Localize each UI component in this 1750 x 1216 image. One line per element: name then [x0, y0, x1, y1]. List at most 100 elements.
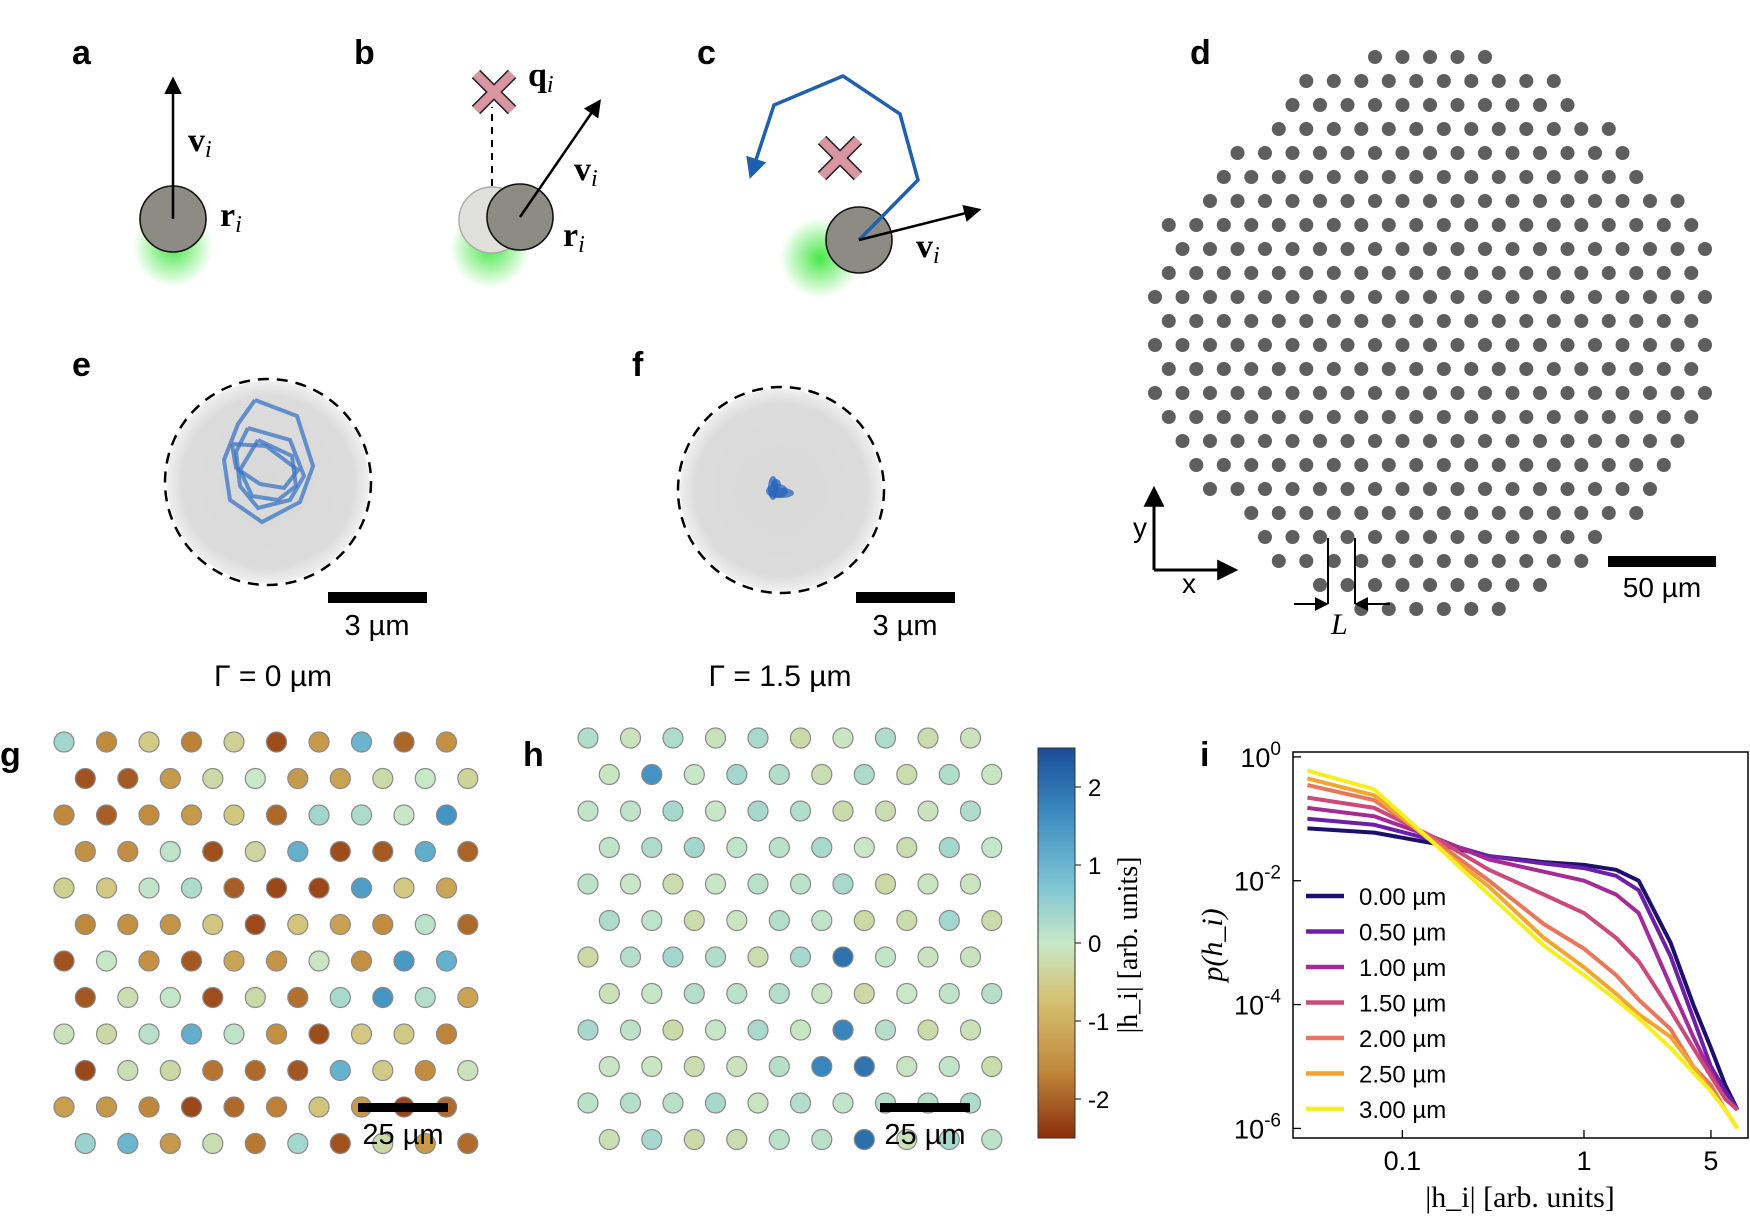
colored-particle [435, 950, 458, 972]
colored-particle [619, 1092, 642, 1114]
trajectory-path [746, 74, 920, 242]
colloid-particle [1285, 386, 1300, 400]
colored-particle [308, 804, 330, 826]
colloid-particle [1326, 410, 1341, 424]
colored-particle [138, 950, 160, 972]
panel-letter-c: c [697, 34, 716, 72]
colored-particle [726, 763, 748, 786]
panel-a: a vi ri [72, 34, 242, 287]
velocity-arrow [518, 99, 601, 218]
colored-particle [350, 731, 373, 753]
colloid-particle [1326, 218, 1341, 232]
colloid-particle [1629, 266, 1644, 280]
colored-particle [53, 1096, 75, 1118]
colloid-particle [1643, 434, 1657, 448]
colored-particle [74, 767, 96, 790]
colloid-particle [1560, 194, 1575, 208]
label-v: v [188, 122, 205, 159]
colored-particle [435, 877, 458, 899]
colloid-particle [1436, 458, 1451, 472]
colored-particle [619, 1019, 642, 1041]
colored-particle [938, 982, 960, 1005]
colloid-particle [1340, 530, 1355, 544]
colorbar-tick-label: 1 [1088, 853, 1101, 880]
trap-boundary [676, 385, 886, 595]
colloid-particle [1299, 554, 1314, 568]
x-tick-label: 0.1 [1384, 1146, 1422, 1176]
colloid-particle [1354, 74, 1369, 88]
trap-disc [167, 381, 369, 583]
colloid-particle [1615, 242, 1630, 256]
colloid-particle [1216, 266, 1231, 280]
legend-label: 1.00 µm [1359, 955, 1446, 982]
colloid-particle [1409, 506, 1424, 520]
colloid-particle [1326, 506, 1341, 520]
colored-particle [853, 982, 875, 1005]
colloid-particle [1491, 74, 1506, 88]
colloid-particle [1423, 338, 1437, 352]
colloid-particle [1450, 242, 1465, 256]
x-axis-title: |h_i| [arb. units] [1425, 1181, 1614, 1214]
svg-text:vi: vi [916, 228, 940, 269]
colloid-particle [1533, 434, 1547, 448]
colored-particle [598, 1128, 620, 1151]
colloid-particle [1395, 530, 1410, 544]
colloid-particle [1450, 578, 1465, 592]
colloid-particle [1464, 266, 1479, 280]
colloid-particle [1313, 434, 1327, 448]
colloid-particle [1216, 458, 1231, 472]
colloid-particle [1409, 458, 1424, 472]
colored-particle [811, 763, 833, 786]
colloid-particle [1684, 218, 1699, 232]
colored-particle [832, 946, 854, 968]
colored-particle [308, 1023, 330, 1045]
colloid-particle [1519, 314, 1534, 328]
colloid-particle [1450, 338, 1465, 352]
colored-particle [244, 986, 266, 1009]
colloid-particle [1368, 242, 1382, 256]
colored-particle [768, 763, 790, 786]
colored-particle [350, 1023, 373, 1045]
colloid-particle [1519, 170, 1534, 184]
colloid-particle [1601, 506, 1616, 520]
colloid-particle [1546, 410, 1561, 424]
colored-particle [95, 950, 118, 972]
colloid-particle [1230, 482, 1245, 496]
colored-particle [917, 1019, 939, 1041]
legend-label: 3.00 µm [1359, 1097, 1446, 1124]
colloid-particle [1148, 386, 1162, 400]
colloid-particle [1395, 338, 1410, 352]
colloid-particle [1285, 338, 1300, 352]
colored-particle [981, 909, 1003, 932]
colored-particle [917, 800, 939, 822]
spacing-label: L [1330, 608, 1348, 641]
colloid-particle [1189, 314, 1204, 328]
colored-particle [662, 946, 684, 968]
colored-particle [641, 836, 663, 859]
colloid-particle [1670, 194, 1685, 208]
colored-particle [95, 877, 118, 899]
colloid-particle [1464, 122, 1479, 136]
colloid-particle [1560, 290, 1575, 304]
colloid-particle [1464, 314, 1479, 328]
colloid-particle [1505, 98, 1520, 112]
colored-particle [393, 1023, 415, 1045]
colored-particle [896, 836, 918, 859]
colored-particle [811, 1055, 833, 1078]
label-q: q [528, 57, 547, 94]
colored-particle [747, 800, 769, 822]
colored-particle [308, 877, 330, 899]
colloid-particle [1464, 218, 1479, 232]
colloid-particle [1546, 314, 1561, 328]
colored-particle [577, 727, 599, 749]
colored-particle [53, 877, 75, 899]
colloid-particle [1478, 146, 1492, 160]
colloid-particle [1533, 530, 1547, 544]
colloid-particle [1175, 290, 1190, 304]
colored-particle [180, 1023, 203, 1045]
colloid-particle [1299, 266, 1314, 280]
colloid-particle [1629, 506, 1644, 520]
colloid-particle [1436, 122, 1451, 136]
colored-particle [223, 731, 245, 753]
y-tick-label: 10-2 [1234, 863, 1281, 897]
